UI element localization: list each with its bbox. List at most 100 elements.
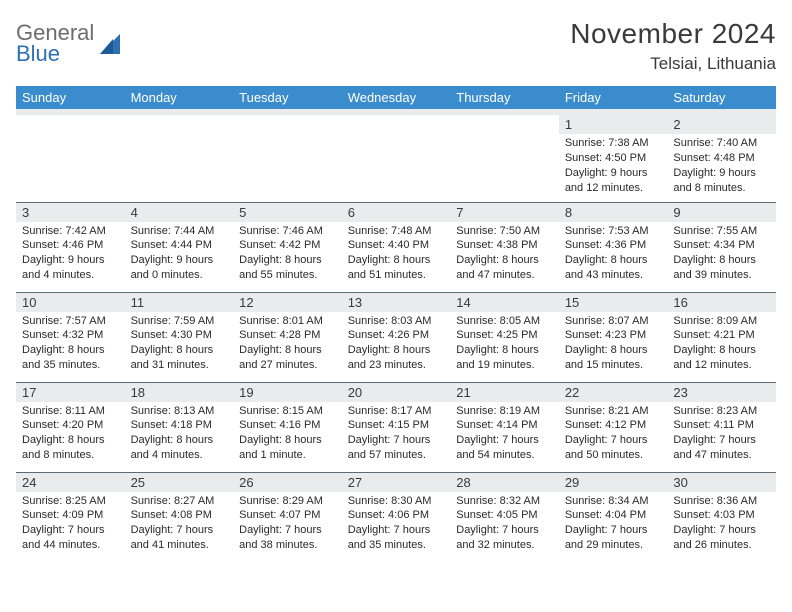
location: Telsiai, Lithuania [570, 54, 776, 74]
day-cell: 20Sunrise: 8:17 AMSunset: 4:15 PMDayligh… [342, 382, 451, 472]
day-number: 30 [667, 473, 776, 492]
day-number: 7 [450, 203, 559, 222]
day-details: Sunrise: 8:29 AMSunset: 4:07 PMDaylight:… [233, 492, 342, 557]
day-details: Sunrise: 8:03 AMSunset: 4:26 PMDaylight:… [342, 312, 451, 377]
day-number: 13 [342, 293, 451, 312]
day-number: 25 [125, 473, 234, 492]
day-details: Sunrise: 7:53 AMSunset: 4:36 PMDaylight:… [559, 222, 668, 287]
day-number: 2 [667, 115, 776, 134]
week-row: 24Sunrise: 8:25 AMSunset: 4:09 PMDayligh… [16, 472, 776, 562]
day-number: 23 [667, 383, 776, 402]
day-details: Sunrise: 7:48 AMSunset: 4:40 PMDaylight:… [342, 222, 451, 287]
col-header-tuesday: Tuesday [233, 86, 342, 112]
day-details: Sunrise: 7:44 AMSunset: 4:44 PMDaylight:… [125, 222, 234, 287]
day-cell: 9Sunrise: 7:55 AMSunset: 4:34 PMDaylight… [667, 202, 776, 292]
day-cell: 14Sunrise: 8:05 AMSunset: 4:25 PMDayligh… [450, 292, 559, 382]
day-details: Sunrise: 8:21 AMSunset: 4:12 PMDaylight:… [559, 402, 668, 467]
day-details: Sunrise: 7:40 AMSunset: 4:48 PMDaylight:… [667, 134, 776, 199]
day-number: 11 [125, 293, 234, 312]
day-details: Sunrise: 8:30 AMSunset: 4:06 PMDaylight:… [342, 492, 451, 557]
day-cell: .. [125, 112, 234, 202]
day-details: Sunrise: 8:19 AMSunset: 4:14 PMDaylight:… [450, 402, 559, 467]
day-cell: 28Sunrise: 8:32 AMSunset: 4:05 PMDayligh… [450, 472, 559, 562]
day-number: 29 [559, 473, 668, 492]
day-cell: 15Sunrise: 8:07 AMSunset: 4:23 PMDayligh… [559, 292, 668, 382]
day-details: Sunrise: 8:01 AMSunset: 4:28 PMDaylight:… [233, 312, 342, 377]
calendar-body: ..........1Sunrise: 7:38 AMSunset: 4:50 … [16, 112, 776, 562]
logo-text: General Blue [16, 22, 94, 65]
day-number: 26 [233, 473, 342, 492]
day-details: Sunrise: 8:27 AMSunset: 4:08 PMDaylight:… [125, 492, 234, 557]
col-header-saturday: Saturday [667, 86, 776, 112]
day-number: 20 [342, 383, 451, 402]
day-cell: .. [233, 112, 342, 202]
day-number: 16 [667, 293, 776, 312]
day-cell: 16Sunrise: 8:09 AMSunset: 4:21 PMDayligh… [667, 292, 776, 382]
day-details: Sunrise: 8:17 AMSunset: 4:15 PMDaylight:… [342, 402, 451, 467]
day-details: Sunrise: 7:50 AMSunset: 4:38 PMDaylight:… [450, 222, 559, 287]
day-cell: 19Sunrise: 8:15 AMSunset: 4:16 PMDayligh… [233, 382, 342, 472]
day-number: 17 [16, 383, 125, 402]
day-number: 1 [559, 115, 668, 134]
logo-line2: Blue [16, 43, 94, 65]
day-cell: 21Sunrise: 8:19 AMSunset: 4:14 PMDayligh… [450, 382, 559, 472]
col-header-friday: Friday [559, 86, 668, 112]
day-cell: 6Sunrise: 7:48 AMSunset: 4:40 PMDaylight… [342, 202, 451, 292]
day-cell: 29Sunrise: 8:34 AMSunset: 4:04 PMDayligh… [559, 472, 668, 562]
day-number: 4 [125, 203, 234, 222]
day-details: Sunrise: 8:32 AMSunset: 4:05 PMDaylight:… [450, 492, 559, 557]
col-header-thursday: Thursday [450, 86, 559, 112]
day-number: 28 [450, 473, 559, 492]
day-cell: 30Sunrise: 8:36 AMSunset: 4:03 PMDayligh… [667, 472, 776, 562]
day-cell: 11Sunrise: 7:59 AMSunset: 4:30 PMDayligh… [125, 292, 234, 382]
week-row: 10Sunrise: 7:57 AMSunset: 4:32 PMDayligh… [16, 292, 776, 382]
calendar-header-row: SundayMondayTuesdayWednesdayThursdayFrid… [16, 86, 776, 112]
calendar-table: SundayMondayTuesdayWednesdayThursdayFrid… [16, 86, 776, 562]
header: General Blue November 2024 Telsiai, Lith… [16, 18, 776, 74]
day-cell: 24Sunrise: 8:25 AMSunset: 4:09 PMDayligh… [16, 472, 125, 562]
day-details: Sunrise: 7:42 AMSunset: 4:46 PMDaylight:… [16, 222, 125, 287]
day-cell: 23Sunrise: 8:23 AMSunset: 4:11 PMDayligh… [667, 382, 776, 472]
day-cell: 27Sunrise: 8:30 AMSunset: 4:06 PMDayligh… [342, 472, 451, 562]
day-cell: 10Sunrise: 7:57 AMSunset: 4:32 PMDayligh… [16, 292, 125, 382]
day-cell: .. [450, 112, 559, 202]
day-cell: 12Sunrise: 8:01 AMSunset: 4:28 PMDayligh… [233, 292, 342, 382]
day-details: Sunrise: 8:11 AMSunset: 4:20 PMDaylight:… [16, 402, 125, 467]
day-cell: 13Sunrise: 8:03 AMSunset: 4:26 PMDayligh… [342, 292, 451, 382]
day-details: Sunrise: 8:13 AMSunset: 4:18 PMDaylight:… [125, 402, 234, 467]
col-header-wednesday: Wednesday [342, 86, 451, 112]
calendar-page: General Blue November 2024 Telsiai, Lith… [0, 0, 792, 612]
day-cell: 18Sunrise: 8:13 AMSunset: 4:18 PMDayligh… [125, 382, 234, 472]
col-header-monday: Monday [125, 86, 234, 112]
day-details: Sunrise: 8:09 AMSunset: 4:21 PMDaylight:… [667, 312, 776, 377]
day-number: 24 [16, 473, 125, 492]
day-number: 22 [559, 383, 668, 402]
day-details: Sunrise: 8:36 AMSunset: 4:03 PMDaylight:… [667, 492, 776, 557]
day-details: Sunrise: 7:59 AMSunset: 4:30 PMDaylight:… [125, 312, 234, 377]
day-number: 8 [559, 203, 668, 222]
day-number: 5 [233, 203, 342, 222]
logo-sail-icon [98, 32, 124, 58]
day-number: 12 [233, 293, 342, 312]
day-number: 10 [16, 293, 125, 312]
day-cell: 5Sunrise: 7:46 AMSunset: 4:42 PMDaylight… [233, 202, 342, 292]
day-cell: 4Sunrise: 7:44 AMSunset: 4:44 PMDaylight… [125, 202, 234, 292]
week-row: ..........1Sunrise: 7:38 AMSunset: 4:50 … [16, 112, 776, 202]
day-cell: 3Sunrise: 7:42 AMSunset: 4:46 PMDaylight… [16, 202, 125, 292]
day-cell: 25Sunrise: 8:27 AMSunset: 4:08 PMDayligh… [125, 472, 234, 562]
day-cell: 26Sunrise: 8:29 AMSunset: 4:07 PMDayligh… [233, 472, 342, 562]
day-details: Sunrise: 7:55 AMSunset: 4:34 PMDaylight:… [667, 222, 776, 287]
title-block: November 2024 Telsiai, Lithuania [570, 18, 776, 74]
day-cell: 2Sunrise: 7:40 AMSunset: 4:48 PMDaylight… [667, 112, 776, 202]
day-number: 27 [342, 473, 451, 492]
day-number: 15 [559, 293, 668, 312]
day-details: Sunrise: 8:05 AMSunset: 4:25 PMDaylight:… [450, 312, 559, 377]
day-number: 18 [125, 383, 234, 402]
day-cell: 17Sunrise: 8:11 AMSunset: 4:20 PMDayligh… [16, 382, 125, 472]
day-number: 6 [342, 203, 451, 222]
day-number: 21 [450, 383, 559, 402]
day-cell: .. [342, 112, 451, 202]
day-cell: .. [16, 112, 125, 202]
logo: General Blue [16, 18, 124, 65]
day-cell: 1Sunrise: 7:38 AMSunset: 4:50 PMDaylight… [559, 112, 668, 202]
